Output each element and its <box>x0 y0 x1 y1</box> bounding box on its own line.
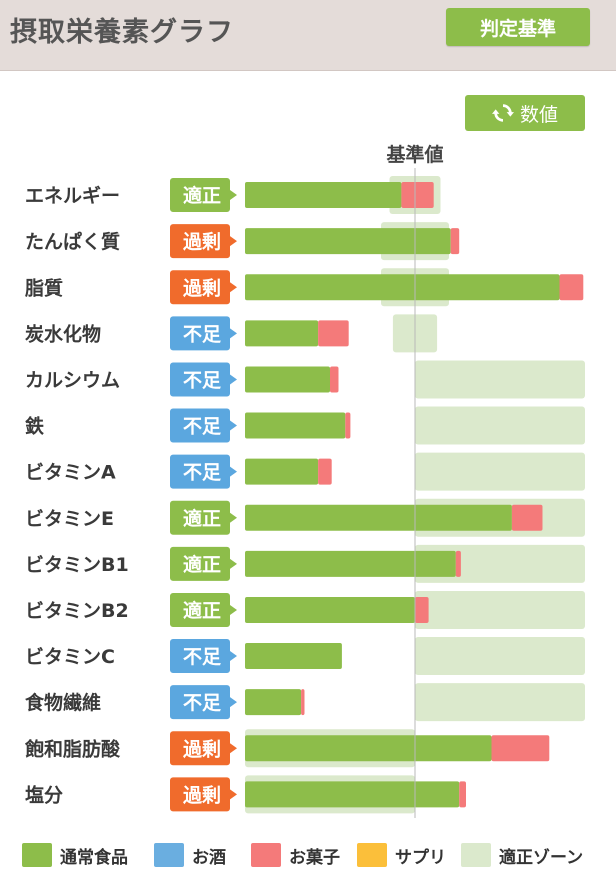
status-badge-label: 過剰 <box>183 783 221 806</box>
legend-label-snacks: お菓子 <box>289 847 340 868</box>
bar-segment <box>245 735 492 762</box>
criteria-button[interactable]: 判定基準 <box>446 8 590 46</box>
zone-band <box>415 406 585 445</box>
zone-band <box>415 360 585 399</box>
legend-label-alcohol: お酒 <box>192 847 226 868</box>
bar-segment <box>245 781 460 808</box>
legend-swatch-supplement <box>357 843 387 867</box>
status-badge <box>170 592 237 627</box>
status-badge <box>170 500 237 535</box>
legend-swatch-snacks <box>251 843 281 867</box>
status-badge <box>170 546 237 581</box>
bar-segment <box>455 550 461 577</box>
bar-segment <box>330 366 339 393</box>
legend-item-snacks: お菓子 <box>251 842 340 868</box>
category-label: ビタミンC <box>25 646 115 668</box>
bar-segment <box>245 458 319 485</box>
legend-item-zone: 適正ゾーン <box>461 842 583 868</box>
zone-band <box>415 683 585 722</box>
category-label: ビタミンE <box>25 508 114 530</box>
legend-label-supplement: サプリ <box>395 847 446 868</box>
status-badge <box>170 454 237 489</box>
status-badge-label: 過剰 <box>183 230 221 253</box>
status-badge-label: 不足 <box>183 462 222 484</box>
bar-segment <box>245 412 346 439</box>
refresh-icon <box>491 104 514 122</box>
legend-swatch-zone <box>461 843 491 867</box>
bar-segment <box>491 735 550 762</box>
legend: 通常食品 お酒 お菓子 サプリ 適正ゾーン <box>0 838 616 872</box>
status-badge-label: 不足 <box>183 646 222 668</box>
category-label: カルシウム <box>25 369 120 391</box>
status-badge <box>170 316 237 351</box>
status-badge <box>170 224 237 259</box>
header-bar: 摂取栄養素グラフ 判定基準 <box>0 0 616 71</box>
category-label: たんぱく質 <box>25 230 120 253</box>
status-badge-label: 適正 <box>183 553 221 576</box>
legend-item-alcohol: お酒 <box>154 842 226 868</box>
reference-label: 基準値 <box>386 144 444 166</box>
legend-item-food: 通常食品 <box>22 842 128 868</box>
status-badge-label: 適正 <box>183 184 221 207</box>
status-badge <box>170 362 237 397</box>
page-title: 摂取栄養素グラフ <box>10 17 234 48</box>
legend-label-food: 通常食品 <box>60 847 128 868</box>
status-badge <box>170 639 237 674</box>
status-badge <box>170 178 237 213</box>
bar-segment <box>318 458 332 485</box>
status-badge-label: 不足 <box>183 416 222 438</box>
bar-segment <box>245 228 451 255</box>
zone-band <box>415 637 585 676</box>
bar-segment <box>245 643 342 670</box>
bar-segment <box>245 274 560 301</box>
status-badge-label: 不足 <box>183 369 222 391</box>
bar-segment <box>415 596 429 623</box>
category-label: 脂質 <box>25 276 63 299</box>
category-label: 鉄 <box>25 415 44 438</box>
zone-band <box>415 452 585 491</box>
status-badge-label: 適正 <box>183 599 221 622</box>
category-label: ビタミンB1 <box>25 554 129 576</box>
status-badge-label: 過剰 <box>183 737 221 760</box>
status-badge <box>170 777 237 812</box>
status-badge-label: 適正 <box>183 507 221 530</box>
category-label: 飽和脂肪酸 <box>24 737 121 760</box>
status-badge-label: 不足 <box>183 692 222 714</box>
legend-swatch-alcohol <box>154 843 184 867</box>
category-label: 炭水化物 <box>25 322 101 345</box>
toggle-values-button[interactable]: 数値 <box>465 95 585 131</box>
bar-segment <box>345 412 351 439</box>
bar-segment <box>559 274 584 301</box>
legend-item-supplement: サプリ <box>357 842 446 868</box>
status-badge-label: 過剰 <box>183 276 221 299</box>
category-label: ビタミンA <box>25 462 116 484</box>
bar-segment <box>401 182 434 209</box>
bar-segment <box>245 596 415 623</box>
category-label: ビタミンB2 <box>25 600 129 622</box>
status-badge-label: 不足 <box>183 323 222 345</box>
category-label: エネルギー <box>25 185 120 207</box>
zone-band <box>415 590 585 629</box>
category-label: 塩分 <box>25 783 63 806</box>
status-badge <box>170 685 237 720</box>
toggle-values-label: 数値 <box>519 103 558 126</box>
bar-segment <box>450 228 460 255</box>
bar-segment <box>318 320 349 347</box>
bar-segment <box>459 781 466 808</box>
bar-segment <box>245 366 330 393</box>
bar-segment <box>511 504 543 531</box>
bar-segment <box>245 504 512 531</box>
bar-segment <box>301 689 305 716</box>
status-badge <box>170 408 237 443</box>
status-badge <box>170 731 237 766</box>
legend-label-zone: 適正ゾーン <box>499 847 584 868</box>
status-badge <box>170 270 237 305</box>
bar-segment <box>245 550 456 577</box>
bar-segment <box>245 320 319 347</box>
category-label: 食物繊維 <box>25 691 101 714</box>
bar-segment <box>245 689 302 716</box>
legend-swatch-food <box>22 843 52 867</box>
bar-segment <box>245 182 402 209</box>
